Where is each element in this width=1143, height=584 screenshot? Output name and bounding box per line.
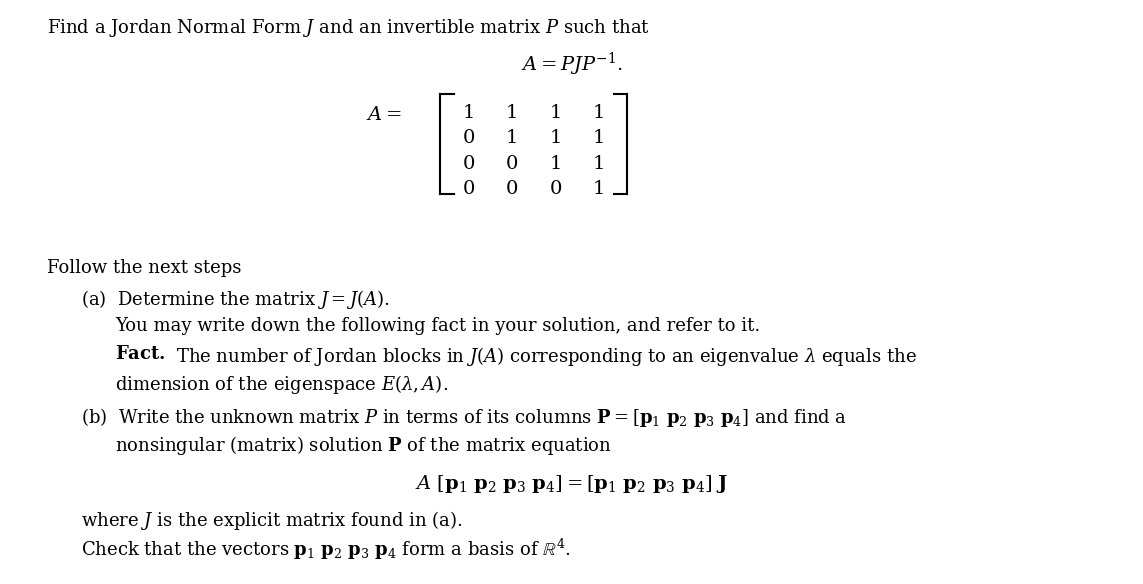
Text: $A =$: $A =$ <box>366 106 402 124</box>
Text: $A\ [\mathbf{p}_1\ \mathbf{p}_2\ \mathbf{p}_3\ \mathbf{p}_4] = [\mathbf{p}_1\ \m: $A\ [\mathbf{p}_1\ \mathbf{p}_2\ \mathbf… <box>415 473 728 495</box>
Text: Check that the vectors $\mathbf{p}_1\ \mathbf{p}_2\ \mathbf{p}_3\ \mathbf{p}_4$ : Check that the vectors $\mathbf{p}_1\ \m… <box>81 537 572 562</box>
Text: (b)  Write the unknown matrix $P$ in terms of its columns $\mathbf{P} = [\mathbf: (b) Write the unknown matrix $P$ in term… <box>81 406 847 429</box>
Text: $\mathbf{Fact.}$: $\mathbf{Fact.}$ <box>115 345 166 363</box>
Text: 1: 1 <box>593 155 605 173</box>
Text: 1: 1 <box>550 103 561 121</box>
Text: 1: 1 <box>550 155 561 173</box>
Text: $A = PJP^{-1}.$: $A = PJP^{-1}.$ <box>520 51 623 78</box>
Text: 0: 0 <box>506 180 519 199</box>
Text: 0: 0 <box>463 180 475 199</box>
Text: nonsingular (matrix) solution $\mathbf{P}$ of the matrix equation: nonsingular (matrix) solution $\mathbf{P… <box>115 434 613 457</box>
Text: 1: 1 <box>550 129 561 147</box>
Text: (a)  Determine the matrix $J = J(A).$: (a) Determine the matrix $J = J(A).$ <box>81 288 390 311</box>
Text: Follow the next steps: Follow the next steps <box>47 259 241 277</box>
Text: 1: 1 <box>593 129 605 147</box>
Text: dimension of the eigenspace $E(\lambda, A).$: dimension of the eigenspace $E(\lambda, … <box>115 373 448 397</box>
Text: 1: 1 <box>506 129 519 147</box>
Text: 0: 0 <box>506 155 519 173</box>
Text: 0: 0 <box>463 129 475 147</box>
Text: 0: 0 <box>463 155 475 173</box>
Text: 1: 1 <box>593 103 605 121</box>
Text: 0: 0 <box>550 180 561 199</box>
Text: You may write down the following fact in your solution, and refer to it.: You may write down the following fact in… <box>115 317 760 335</box>
Text: 1: 1 <box>593 180 605 199</box>
Text: The number of Jordan blocks in $J(A)$ corresponding to an eigenvalue $\lambda$ e: The number of Jordan blocks in $J(A)$ co… <box>176 345 917 368</box>
Text: Find a Jordan Normal Form $J$ and an invertible matrix $P$ such that: Find a Jordan Normal Form $J$ and an inv… <box>47 17 650 39</box>
Text: 1: 1 <box>506 103 519 121</box>
Text: where $J$ is the explicit matrix found in (a).: where $J$ is the explicit matrix found i… <box>81 509 463 531</box>
Text: 1: 1 <box>463 103 475 121</box>
